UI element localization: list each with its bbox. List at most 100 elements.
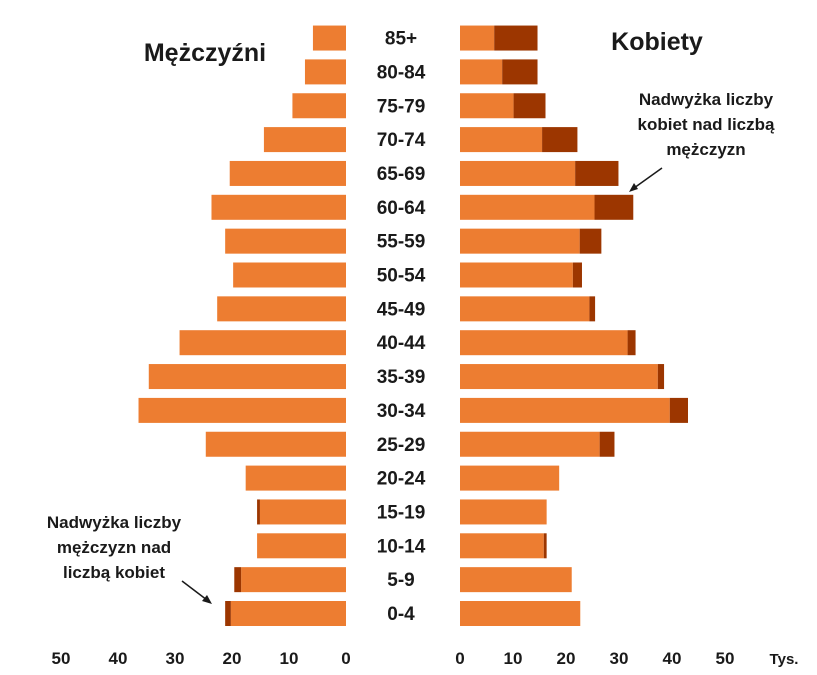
female-bar-25-29: [460, 431, 600, 457]
male-axis-tick-20: 20: [223, 649, 242, 668]
female-title: Kobiety: [611, 28, 703, 56]
female-axis-tick-40: 40: [663, 649, 682, 668]
female-bar-20-24: [460, 465, 560, 491]
annotation-women-line-1: Nadwyżka liczby: [639, 90, 774, 109]
female-axis-tick-30: 30: [610, 649, 629, 668]
annotation-women-arrow: [633, 167, 663, 189]
female-excess-bar-75-79: [513, 93, 546, 119]
male-bar-10-14: [257, 533, 346, 559]
female-bar-30-34: [460, 397, 670, 423]
female-bar-75-79: [460, 93, 514, 119]
male-bar-20-24: [245, 465, 346, 491]
age-label-70-74: 70-74: [377, 130, 426, 151]
annotation-men-arrow: [181, 580, 208, 601]
male-bar-65-69: [229, 160, 346, 186]
male-bar-25-29: [205, 431, 346, 457]
male-excess-bar-15-19: [257, 499, 260, 525]
female-bar-60-64: [460, 194, 595, 220]
age-label-15-19: 15-19: [377, 502, 426, 523]
female-axis-tick-20: 20: [557, 649, 576, 668]
male-axis-tick-0: 0: [341, 649, 350, 668]
male-bars: [138, 25, 346, 626]
annotation-women-arrowhead: [629, 183, 638, 192]
male-axis-tick-10: 10: [280, 649, 299, 668]
female-bar-65-69: [460, 160, 576, 186]
female-excess-bar-35-39: [657, 364, 665, 390]
female-excess-bar-30-34: [669, 397, 688, 423]
female-excess-bar-70-74: [542, 127, 578, 153]
female-excess-bar-40-44: [627, 330, 636, 356]
male-bar-30-34: [138, 397, 346, 423]
female-excess-bar-50-54: [572, 262, 582, 288]
female-bar-70-74: [460, 127, 543, 153]
male-bar-35-39: [148, 364, 346, 390]
female-excess-bar-10-14: [543, 533, 547, 559]
male-axis-tick-40: 40: [109, 649, 128, 668]
age-label-40-44: 40-44: [377, 333, 426, 354]
annotation-excess-men: Nadwyżka liczby mężczyzn nad liczbą kobi…: [47, 513, 212, 604]
age-label-60-64: 60-64: [377, 198, 426, 219]
male-bar-75-79: [292, 93, 346, 119]
female-excess-bar-60-64: [594, 194, 634, 220]
female-bar-5-9: [460, 567, 572, 593]
age-label-55-59: 55-59: [377, 232, 426, 253]
age-label-0-4: 0-4: [387, 604, 415, 625]
female-bar-85plus: [460, 25, 495, 51]
age-label-20-24: 20-24: [377, 469, 426, 490]
female-bar-45-49: [460, 296, 590, 322]
annotation-women-line-2: kobiet nad liczbą: [638, 115, 776, 134]
male-bar-5-9: [241, 567, 346, 593]
female-axis-tick-50: 50: [716, 649, 735, 668]
female-bar-0-4: [460, 601, 581, 626]
female-bar-35-39: [460, 364, 658, 390]
female-bar-10-14: [460, 533, 544, 559]
age-label-85plus: 85+: [385, 29, 417, 50]
female-axis-ticks: 0 10 20 30 40 50: [455, 649, 734, 668]
female-excess-bar-45-49: [589, 296, 596, 322]
female-excess-bar-55-59: [579, 228, 602, 254]
female-excess-bar-25-29: [599, 431, 615, 457]
annotation-men-line-1: Nadwyżka liczby: [47, 513, 182, 532]
male-bar-70-74: [263, 127, 346, 153]
age-label-30-34: 30-34: [377, 401, 426, 422]
female-axis-tick-10: 10: [504, 649, 523, 668]
unit-label: Tys.: [770, 651, 799, 668]
age-label-75-79: 75-79: [377, 96, 426, 117]
male-bar-45-49: [217, 296, 346, 322]
female-bar-50-54: [460, 262, 573, 288]
male-axis-tick-30: 30: [166, 649, 185, 668]
male-bar-55-59: [225, 228, 346, 254]
age-label-35-39: 35-39: [377, 367, 426, 388]
female-axis-tick-0: 0: [455, 649, 464, 668]
female-excess-bar-65-69: [575, 160, 619, 186]
male-bar-50-54: [233, 262, 346, 288]
female-bar-15-19: [460, 499, 547, 525]
age-label-45-49: 45-49: [377, 299, 426, 320]
female-excess-bar-85plus: [494, 25, 538, 51]
male-bar-85plus: [312, 25, 346, 51]
age-label-5-9: 5-9: [387, 570, 414, 591]
female-bar-40-44: [460, 330, 628, 356]
annotation-men-arrowhead: [202, 595, 212, 604]
male-bar-60-64: [211, 194, 346, 220]
male-excess-bar-0-4: [225, 601, 231, 626]
annotation-men-line-3: liczbą kobiet: [63, 563, 165, 582]
male-bar-15-19: [259, 499, 346, 525]
female-bar-80-84: [460, 59, 503, 85]
annotation-excess-women: Nadwyżka liczby kobiet nad liczbą mężczy…: [629, 90, 775, 192]
male-axis-tick-50: 50: [52, 649, 71, 668]
female-bar-55-59: [460, 228, 580, 254]
age-label-10-14: 10-14: [377, 536, 426, 557]
male-excess-bar-5-9: [234, 567, 242, 593]
male-bar-0-4: [230, 601, 346, 626]
age-label-25-29: 25-29: [377, 435, 426, 456]
female-excess-bar-80-84: [502, 59, 538, 85]
male-axis-ticks: 50 40 30 20 10 0: [52, 649, 351, 668]
female-bars: [460, 25, 688, 626]
age-label-50-54: 50-54: [377, 266, 426, 287]
annotation-men-line-2: mężczyzn nad: [57, 538, 171, 557]
male-bar-80-84: [304, 59, 346, 85]
annotation-women-line-3: mężczyzn: [666, 140, 745, 159]
age-label-80-84: 80-84: [377, 62, 426, 83]
